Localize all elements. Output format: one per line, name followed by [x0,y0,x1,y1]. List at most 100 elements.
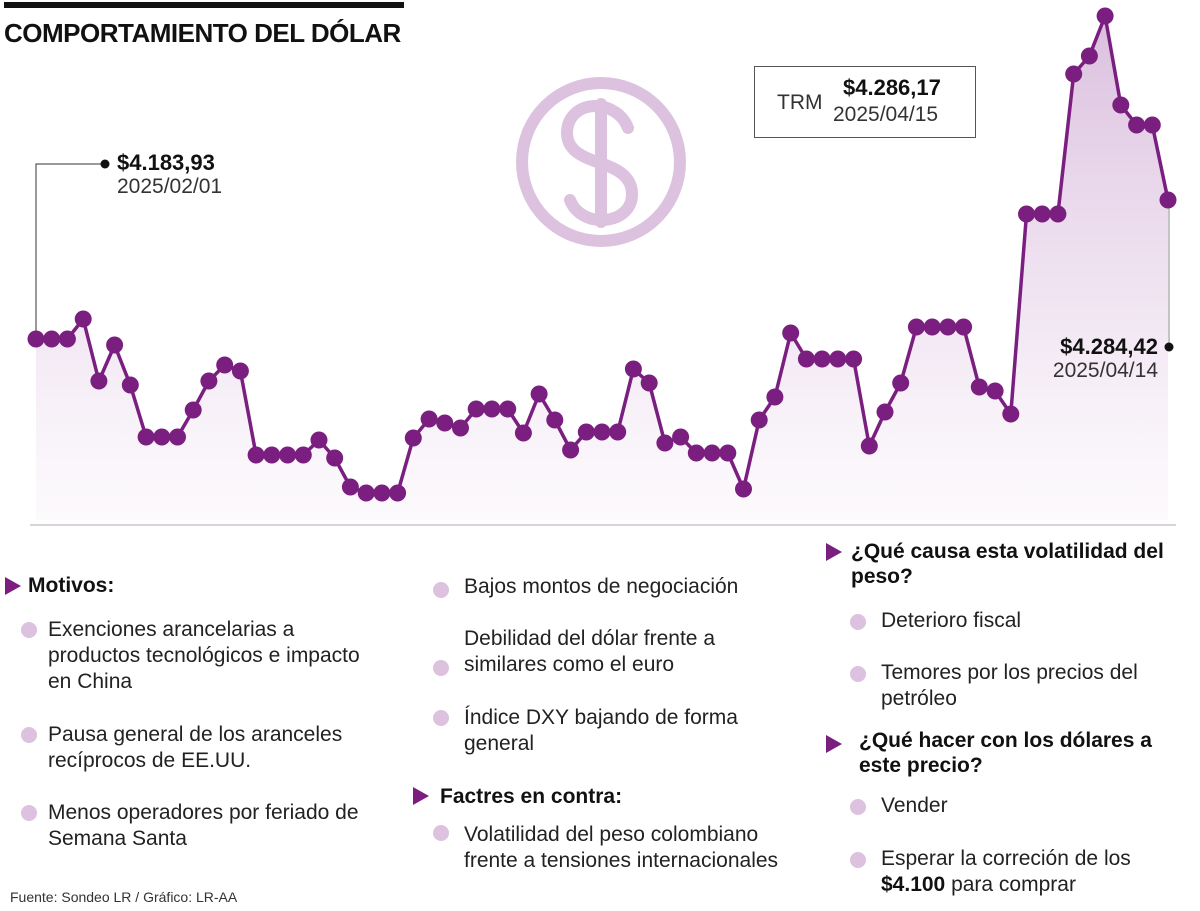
start-leader-line [35,163,104,339]
data-point [860,437,878,455]
trm-label: TRM [777,91,823,114]
data-point [577,423,595,441]
bullet-icon [433,825,449,841]
data-point [876,403,894,421]
data-point [829,350,847,368]
data-point [672,428,690,446]
data-point [640,374,658,392]
source-credit: Fuente: Sondeo LR / Gráfico: LR-AA [10,889,238,905]
data-point [1080,47,1098,65]
causa-heading: ¿Qué causa esta volatilidad del peso? [851,540,1164,589]
motivo-item: Exenciones arancelarias a productos tecn… [48,618,360,694]
data-point [341,478,359,496]
data-point [1049,205,1067,223]
data-point [420,410,438,428]
bullet-icon [21,622,37,638]
data-point [797,350,815,368]
data-point [735,480,752,498]
data-point [923,318,941,336]
triangle-bullet-icon [413,787,429,805]
data-point [216,356,234,374]
data-point [1159,191,1177,209]
hacer-heading: ¿Qué hacer con los dólares a este precio… [859,729,1152,778]
data-point [955,318,973,336]
data-point [106,336,124,354]
data-point [1112,96,1130,114]
dollar-coin-icon [516,77,686,247]
data-point [121,376,139,394]
data-point [782,324,800,342]
data-point [436,414,454,432]
data-points [27,7,1177,502]
data-point [137,428,155,446]
chart-title: COMPORTAMIENTO DEL DÓLAR [4,18,401,48]
data-point [27,330,45,348]
data-point [404,429,422,447]
line-chart [27,7,1177,526]
data-point [1128,116,1146,134]
data-point [90,372,108,390]
data-point [231,362,249,380]
title-rule [4,2,404,8]
data-point [656,434,674,452]
bullet-icon [850,852,866,868]
data-point [719,444,737,462]
data-point [74,310,92,328]
data-point [1033,205,1051,223]
causa-item: Deterioro fiscal [881,609,1022,632]
triangle-bullet-icon [826,543,842,561]
contra-item: Volatilidad del peso colombiano frente a… [464,823,779,873]
data-point [609,423,627,441]
bullet-icon [850,666,866,682]
bullet-icon [21,727,37,743]
data-point [892,374,910,392]
data-point [845,350,863,368]
data-point [907,318,925,336]
bullet-icon [433,660,449,676]
trm-date: 2025/04/15 [833,103,939,126]
bullet-icon [21,805,37,821]
hacer-item-last: Esperar la correción de los $4.100 para … [881,846,1181,898]
motivo-item: Debilidad del dólar frente a similares c… [464,627,715,677]
data-point [562,441,580,459]
end-marker [1164,342,1174,352]
data-point [43,330,61,348]
hacer-item: Vender [881,794,948,817]
chart-area-fill [36,16,1168,520]
data-point [263,446,281,464]
bullet-icon [850,614,866,630]
data-point [169,428,186,446]
data-point [279,446,297,464]
data-point [452,419,469,437]
hacer-item-prefix: Esperar la correción de los [881,847,1131,870]
motivo-item: Índice DXY bajando de forma general [464,706,738,756]
triangle-bullet-icon [5,577,21,595]
data-point [514,424,532,442]
data-point [986,382,1004,400]
data-point [766,388,784,406]
motivo-item: Bajos montos de negociación [464,575,739,598]
data-point [184,401,202,419]
end-annotation: $4.284,42 2025/04/14 [1038,334,1158,383]
start-annotation: $4.183,93 2025/02/01 [117,150,222,199]
motivo-item: Menos operadores por feriado de Semana S… [48,801,359,851]
data-point [1143,116,1161,134]
data-point [326,449,344,467]
end-date: 2025/04/14 [1052,359,1158,383]
triangle-bullet-icon [826,735,842,753]
hacer-item-bold: $4.100 [881,873,946,897]
data-point [357,484,375,502]
data-point [1065,65,1083,83]
data-point [703,444,721,462]
trm-value: $4.286,17 [843,75,941,100]
motivo-item: Pausa general de los aranceles recíproco… [48,723,343,773]
data-point [200,372,218,390]
start-date: 2025/02/01 [117,175,223,199]
data-point [750,411,768,429]
motivos-heading: Motivos: [28,574,115,597]
data-point [483,400,501,418]
end-value: $4.284,42 [1060,334,1158,359]
data-point [687,444,705,462]
contra-heading: Factres en contra: [440,785,623,808]
data-point [593,423,611,441]
